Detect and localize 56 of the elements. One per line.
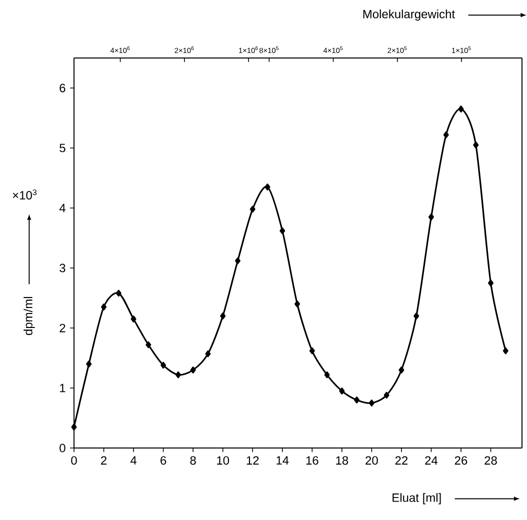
point <box>398 366 404 374</box>
x-tick-label: 12 <box>246 456 259 465</box>
y-tick-label: 2 <box>60 324 66 332</box>
y-tick-label: 3 <box>60 264 66 272</box>
x-tick-label: 24 <box>425 456 438 465</box>
point <box>384 392 390 399</box>
point <box>443 131 449 138</box>
y-tick-label: 4 <box>59 204 66 212</box>
point <box>280 227 286 234</box>
point <box>339 388 345 394</box>
point <box>414 312 420 320</box>
x-tick-label: 6 <box>160 456 166 465</box>
point <box>473 142 479 148</box>
point <box>205 350 211 358</box>
point <box>250 206 256 213</box>
point <box>324 371 330 378</box>
text: ×10$^{3}$ <box>12 189 37 200</box>
x-tick-label: 0 <box>71 456 77 465</box>
point <box>264 184 270 190</box>
point <box>190 366 196 374</box>
point <box>71 424 77 430</box>
x2-axis-title: Molekulargewicht <box>363 10 455 21</box>
x-tick-label: 22 <box>395 456 408 465</box>
x-tick-label: 10 <box>217 456 230 465</box>
point <box>458 106 464 112</box>
point <box>354 396 360 404</box>
x-tick-label: 14 <box>276 456 289 464</box>
y-tick-label: 6 <box>60 84 66 92</box>
point <box>116 290 122 297</box>
x-tick-label: 26 <box>454 456 468 465</box>
point <box>175 371 181 378</box>
y-tick-label: 0 <box>60 444 66 452</box>
y-tick-label: 1 <box>60 384 66 392</box>
point <box>101 304 107 310</box>
point <box>368 400 374 406</box>
x-tick-label: 2 <box>101 456 106 465</box>
point <box>86 360 92 368</box>
point <box>160 362 166 369</box>
x-tick-label: 18 <box>336 456 348 465</box>
point <box>488 280 494 286</box>
point <box>294 300 300 308</box>
x-tick-label: 8 <box>190 456 196 465</box>
point <box>146 341 152 348</box>
x-tick-label: 20 <box>366 456 378 465</box>
point <box>502 347 508 354</box>
x-tick-label: 4 <box>130 456 137 464</box>
x-tick-label: 28 <box>484 456 497 465</box>
point <box>220 312 226 320</box>
point <box>428 214 434 220</box>
point <box>130 316 136 322</box>
x-axis-title: Eluat [ml] <box>392 493 441 504</box>
y-tick-label: 5 <box>60 144 66 152</box>
y-axis-title: dpm/ml <box>24 297 35 336</box>
point <box>309 347 315 354</box>
point <box>234 257 240 264</box>
x-tick-label: 16 <box>306 456 318 465</box>
